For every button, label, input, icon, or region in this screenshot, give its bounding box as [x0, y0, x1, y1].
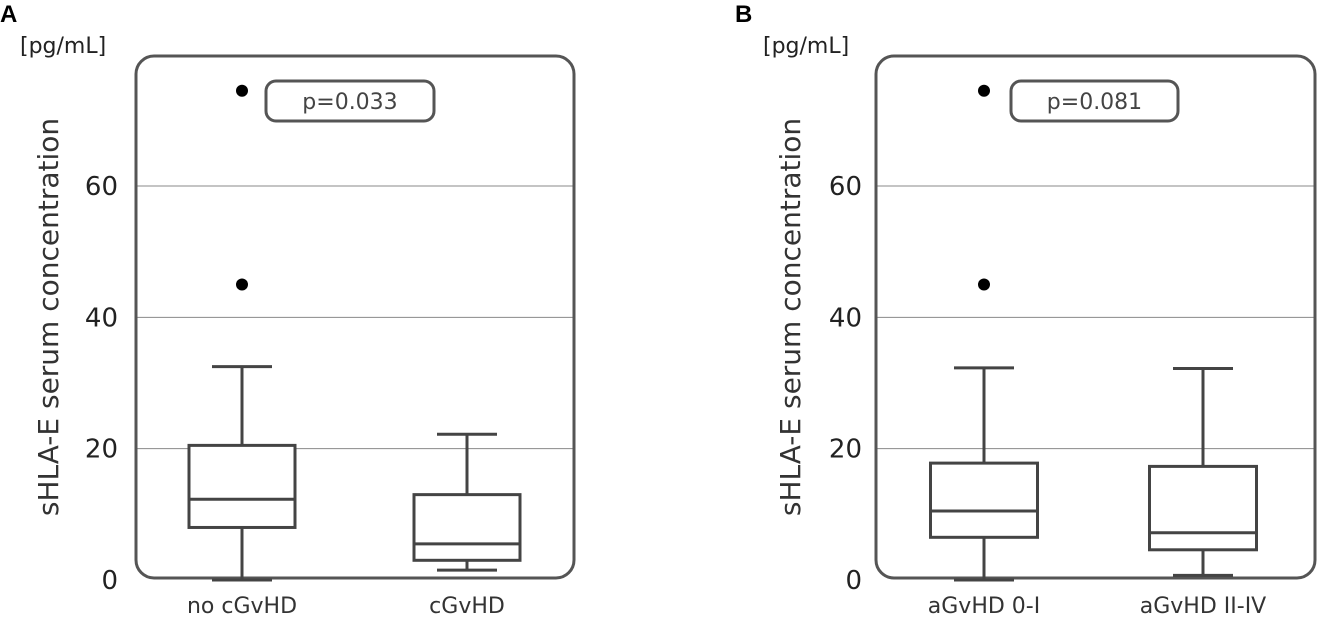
outlier-point — [978, 84, 990, 97]
y-axis-label: sHLA-E serum concentration — [774, 118, 807, 516]
y-tick-label: 20 — [85, 435, 118, 465]
y-unit-label: [pg/mL] — [20, 34, 106, 59]
p-value-label: p=0.081 — [1047, 90, 1142, 115]
panel-label: A — [0, 1, 17, 28]
iqr-box — [1148, 464, 1258, 552]
category-label: aGvHD II-IV — [1140, 594, 1266, 618]
iqr-box — [929, 461, 1039, 539]
y-tick-label: 0 — [845, 566, 862, 596]
category-label: cGvHD — [429, 594, 505, 618]
plot-frame — [874, 54, 1317, 580]
plot-frame — [134, 54, 576, 580]
outlier-point — [236, 278, 248, 291]
y-tick-label: 40 — [829, 303, 862, 333]
y-tick-label: 40 — [85, 303, 118, 333]
category-label: aGvHD 0-I — [928, 594, 1040, 618]
y-axis-label: sHLA-E serum concentration — [32, 118, 65, 516]
outlier-point — [236, 84, 248, 97]
p-value-box — [264, 79, 436, 123]
box-2 — [1148, 367, 1258, 577]
panel-label: B — [735, 1, 752, 28]
p-value-label: p=0.033 — [302, 90, 397, 115]
box-1 — [929, 84, 1039, 582]
box-2 — [412, 432, 522, 572]
box-1 — [187, 84, 297, 582]
panel-a: A[pg/mL] 0 20 40 60 sHLA-E serum concentratio… — [0, 1, 576, 618]
y-tick-label: 60 — [85, 172, 118, 202]
y-tick-label: 0 — [101, 566, 118, 596]
outlier-point — [978, 278, 990, 291]
y-tick-label: 20 — [829, 435, 862, 465]
category-label: no cGvHD — [187, 594, 297, 618]
y-tick-label: 60 — [829, 172, 862, 202]
y-unit-label: [pg/mL] — [763, 34, 849, 59]
iqr-box — [187, 443, 297, 529]
iqr-box — [412, 493, 522, 562]
p-value-box — [1009, 79, 1180, 123]
panel-b: B [pg/mL] 0 20 40 60 sHLA-E serum concentratio… — [735, 1, 1317, 618]
